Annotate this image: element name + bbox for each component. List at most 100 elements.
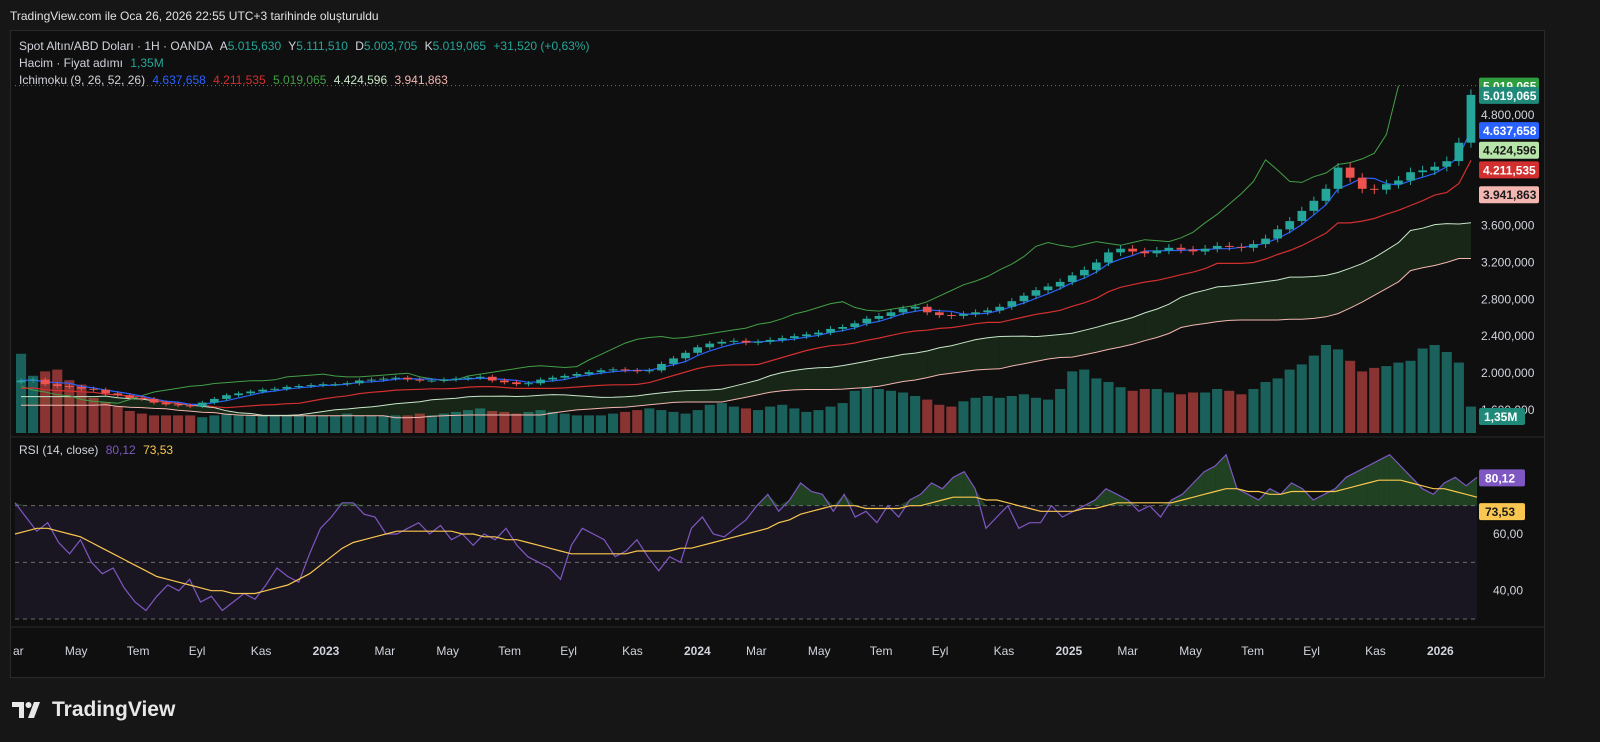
volume-bar: [1248, 389, 1259, 433]
volume-bar: [88, 397, 99, 433]
volume-bar: [124, 411, 135, 433]
rsi-overbought-fill: [1346, 471, 1357, 506]
rsi-overbought-fill: [1116, 494, 1128, 506]
volume-bar: [898, 392, 909, 433]
candle-body: [524, 383, 533, 385]
candle-body: [560, 375, 570, 378]
volume-bar: [148, 415, 159, 433]
volume-bar: [922, 399, 933, 433]
rsi-overbought-fill: [1215, 454, 1227, 506]
ichimoku-cloud-segment: [963, 339, 976, 372]
volume-bar: [716, 403, 727, 433]
ichimoku-cloud-segment: [709, 389, 722, 402]
volume-bar: [994, 397, 1005, 433]
candle-body: [1442, 161, 1452, 167]
ichimoku-span-a: 4.424,596: [333, 73, 388, 87]
ichimoku-cloud-segment: [939, 345, 952, 375]
candle-body: [959, 314, 968, 316]
candle-body: [1237, 246, 1246, 248]
volume-bar: [1465, 406, 1476, 433]
rsi-overbought-fill: [1258, 488, 1270, 506]
rsi-overbought-fill: [1433, 483, 1445, 506]
candle-body: [101, 389, 110, 394]
volume-bar: [40, 371, 51, 433]
volume-bar: [728, 406, 739, 433]
volume-bar: [1260, 382, 1271, 433]
candle-body: [149, 398, 159, 403]
ichimoku-cloud-segment: [890, 354, 904, 384]
volume-bar: [1308, 355, 1319, 433]
ichimoku-cloud-segment: [806, 367, 819, 390]
rsi-ma-badge-label: 73,53: [1485, 505, 1515, 519]
candle-body: [850, 323, 860, 327]
rsi-ma-badge: [1479, 503, 1525, 521]
rsi-overbought-fill: [1422, 488, 1434, 506]
rsi-overbought-fill: [1444, 477, 1456, 506]
brand-name: TradingView: [52, 698, 176, 721]
time-axis-label: Tem: [127, 644, 150, 658]
ichimoku-cloud-segment: [1193, 290, 1206, 326]
candle-body: [596, 370, 606, 373]
rsi-overbought-fill: [15, 502, 26, 506]
time-axis-label: Eyl: [1303, 644, 1320, 658]
rsi-legend: RSI (14, close) 80,12 73,53: [19, 443, 177, 457]
volume-bar: [861, 387, 872, 433]
volume-bar: [487, 411, 498, 433]
time-axis-label: Mar: [746, 644, 767, 658]
ichimoku-cloud-segment: [576, 395, 589, 410]
ichimoku-chikou: 5.019,065: [273, 73, 327, 87]
volume-bar: [982, 396, 993, 433]
chart-svg[interactable]: 4.800,000 3.600,000 3.200,000 2.800,000 2.40…: [11, 31, 1544, 677]
ichimoku-cloud-segment: [1048, 334, 1061, 360]
candle-body: [693, 347, 702, 353]
candle-body: [753, 341, 763, 343]
close-value: 5.019,065: [432, 39, 487, 53]
ichimoku-cloud-segment: [721, 386, 734, 402]
price-badge-label: 3.941,863: [1483, 188, 1537, 202]
tradingview-logo[interactable]: TradingView: [12, 698, 175, 722]
ichimoku-cloud-segment: [1084, 327, 1097, 355]
volume-bar: [426, 415, 437, 433]
volume-bar: [100, 402, 111, 433]
price-badge: [1479, 186, 1539, 204]
volume-bar: [161, 415, 172, 433]
candle-body: [971, 312, 980, 315]
candle-body: [1092, 262, 1101, 270]
volume-bar: [692, 410, 703, 433]
candle-body: [1273, 229, 1282, 239]
volume-bar: [1115, 387, 1126, 433]
volume-bar: [1043, 399, 1054, 433]
candle-body: [1309, 200, 1319, 211]
volume-bar: [1405, 360, 1416, 433]
volume-bar: [668, 411, 679, 433]
volume-bar: [233, 415, 244, 433]
ichimoku-cloud-segment: [564, 394, 577, 412]
candle-body: [983, 310, 992, 313]
candle-body: [355, 380, 364, 384]
candle-body: [185, 405, 195, 407]
ichimoku-cloud-segment: [419, 399, 432, 418]
ichimoku-cloud-segment: [794, 368, 807, 390]
volume-badge: [1479, 408, 1525, 425]
rsi-overbought-fill: [342, 502, 354, 506]
candle-body: [838, 327, 847, 329]
candle-body: [1369, 188, 1379, 190]
volume-bar: [789, 408, 800, 433]
ichimoku-cloud-segment: [1422, 224, 1435, 268]
time-axis-label: Eyl: [932, 644, 949, 658]
time-axis-label: Eyl: [189, 644, 206, 658]
volume-bar: [680, 413, 691, 433]
volume-bar: [934, 404, 945, 433]
candle-body: [584, 372, 594, 374]
volume-bar: [354, 415, 365, 433]
volume-bar: [1320, 345, 1331, 433]
volume-bar: [958, 401, 969, 433]
chart-frame[interactable]: 4.800,000 3.600,000 3.200,000 2.800,000 2.40…: [10, 30, 1545, 678]
candle-body: [403, 377, 412, 380]
volume-bar: [595, 415, 606, 433]
volume-bar: [1030, 397, 1041, 433]
ichimoku-cloud-segment: [431, 398, 444, 417]
volume-bar: [197, 417, 208, 433]
volume-bar: [1091, 378, 1102, 433]
candle-body: [1285, 221, 1295, 230]
